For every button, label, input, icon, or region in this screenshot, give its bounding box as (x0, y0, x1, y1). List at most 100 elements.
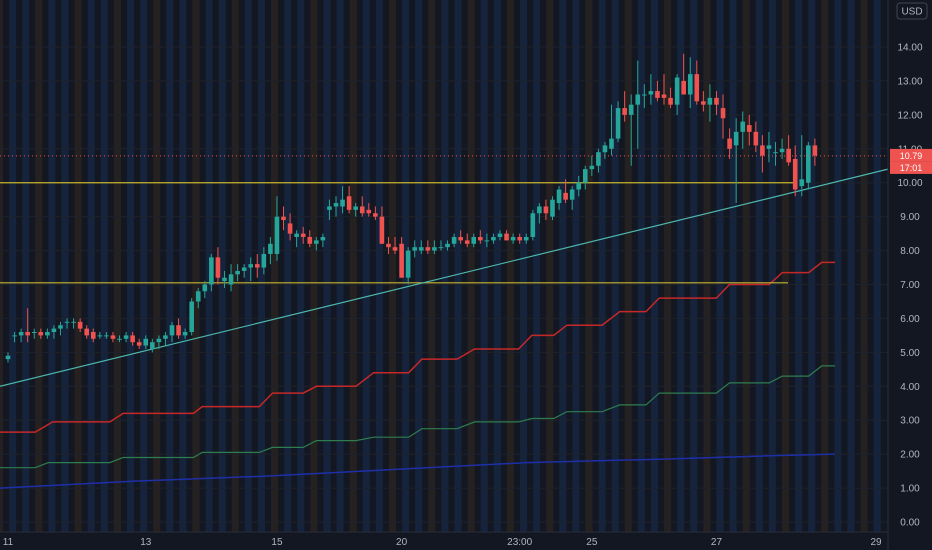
price-tick-label: 14.00 (897, 43, 922, 54)
candle-body (12, 335, 17, 337)
time-axis-panel[interactable] (0, 532, 932, 550)
candle (97, 332, 103, 339)
candle-body (720, 108, 726, 119)
candle (90, 328, 96, 343)
candle (117, 335, 122, 343)
candle (445, 240, 450, 251)
session-band (677, 0, 685, 532)
horizontal-level-lines[interactable] (0, 182, 797, 284)
session-band (742, 0, 750, 532)
candle (720, 94, 726, 139)
candle-body (241, 267, 247, 271)
price-axis-panel[interactable] (888, 0, 932, 550)
session-band (703, 0, 711, 532)
session-band (821, 0, 829, 532)
candle-body (517, 237, 522, 241)
candle-body (576, 182, 582, 190)
candlestick-series (5, 53, 818, 363)
candle-body (248, 264, 254, 268)
candle (25, 308, 30, 343)
candle-body (261, 253, 267, 268)
candle-body (530, 213, 536, 237)
session-band (847, 0, 855, 532)
session-band (74, 0, 82, 532)
session-band (297, 0, 305, 532)
candle (12, 332, 17, 343)
candle-body (405, 250, 411, 278)
candle (31, 328, 37, 339)
candle-body (753, 131, 759, 146)
price-tick-label: 3.00 (900, 416, 920, 427)
price-tick-label: 8.00 (900, 246, 920, 257)
candle (209, 253, 214, 292)
candle (746, 114, 752, 146)
time-tick-label: 29 (870, 537, 882, 548)
candle (176, 318, 181, 339)
candle-body (195, 291, 201, 302)
session-band (480, 0, 488, 532)
candle (478, 230, 483, 244)
candle (307, 230, 313, 248)
candle (38, 328, 44, 339)
candle (143, 335, 149, 349)
currency-button[interactable]: USD (896, 2, 928, 20)
candle-body (281, 216, 286, 221)
candle (274, 196, 280, 261)
candle (773, 142, 778, 166)
trendline[interactable] (0, 168, 889, 387)
candle-body (615, 108, 621, 139)
candle (497, 230, 503, 241)
candle (642, 84, 647, 109)
candle-body (766, 145, 772, 149)
session-band (22, 0, 30, 532)
candle (740, 111, 746, 149)
candle-body (779, 148, 785, 153)
candle-body (504, 233, 509, 241)
candle (51, 325, 57, 339)
candle (517, 233, 522, 244)
candle-body (648, 91, 654, 95)
candle-body (642, 94, 647, 96)
candle-body (596, 152, 601, 166)
candle-body (327, 206, 332, 210)
time-tick-label: 11 (3, 537, 14, 548)
candle (615, 101, 621, 142)
session-band (624, 0, 632, 532)
candle-body (399, 243, 404, 278)
candle-body (176, 325, 181, 336)
session-band (192, 0, 200, 532)
price-tick-label: 1.00 (900, 484, 920, 495)
candle (366, 203, 372, 217)
session-band (716, 0, 724, 532)
candle-body (189, 301, 194, 332)
candle-body (18, 332, 24, 336)
trendline-segment[interactable] (0, 168, 889, 387)
candle-body (714, 97, 719, 105)
candle-body (136, 342, 142, 346)
candle (760, 135, 765, 173)
session-band (231, 0, 239, 532)
session-band (362, 0, 370, 532)
candle (792, 145, 798, 197)
last-price-badge: 10.79 17:01 (890, 148, 932, 174)
session-band (127, 0, 134, 532)
candle-body (563, 192, 568, 200)
candle (287, 213, 293, 241)
candle-body (340, 199, 345, 207)
candle (491, 233, 496, 244)
candle-body (661, 94, 667, 98)
candle (254, 253, 260, 278)
candle (451, 233, 457, 248)
candle (550, 196, 555, 221)
candle-body (746, 125, 752, 132)
time-tick-label: 13 (140, 537, 152, 548)
candle (314, 237, 319, 251)
candle-body (215, 257, 221, 278)
candle-body (628, 104, 634, 115)
candle-body (497, 233, 503, 237)
green-step-line (0, 365, 835, 469)
session-band (546, 0, 554, 532)
candle-body (77, 321, 83, 329)
session-band (402, 0, 410, 532)
